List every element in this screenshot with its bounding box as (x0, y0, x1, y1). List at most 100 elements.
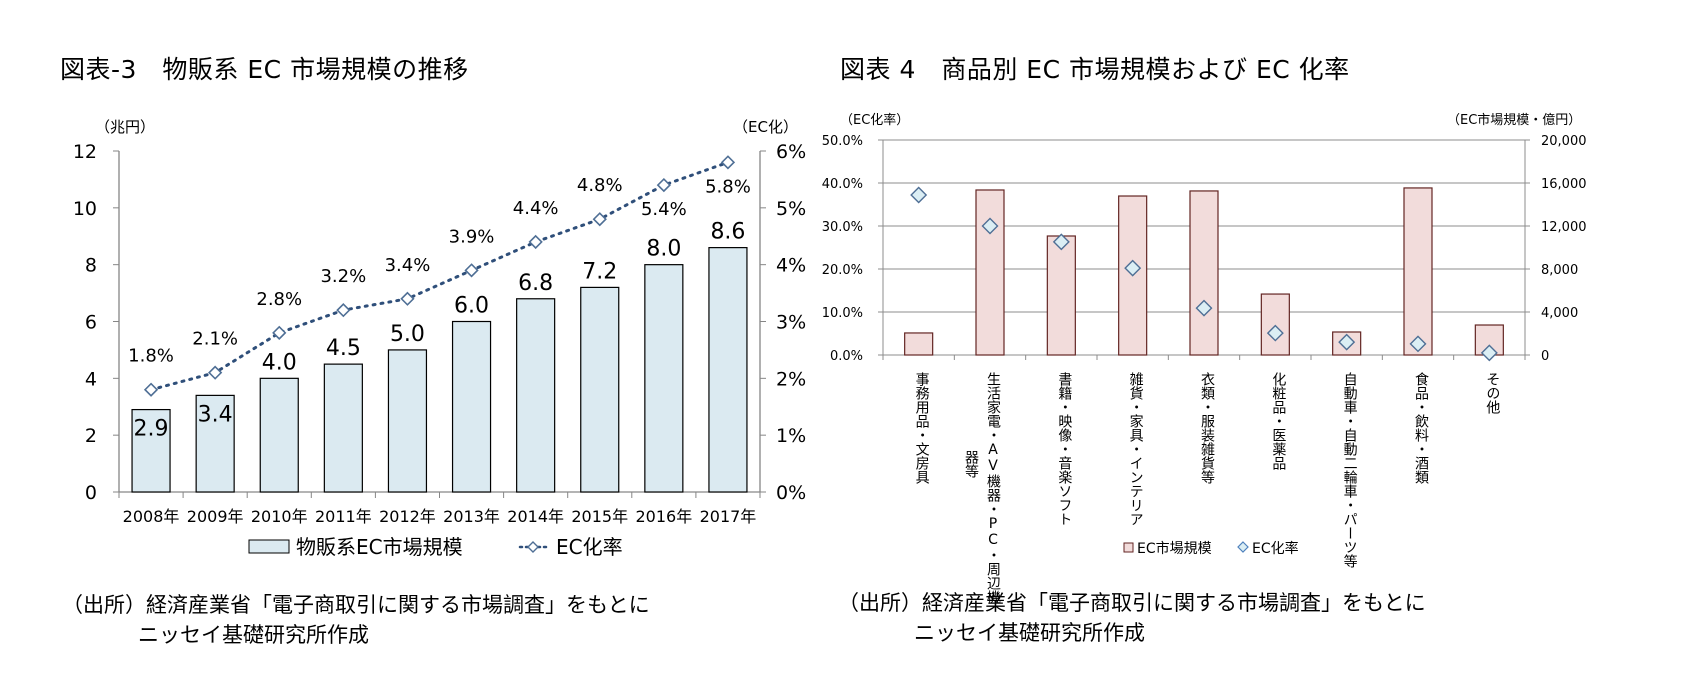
y-tick-label: 20.0% (822, 263, 863, 278)
bar-value-label: 4.5 (326, 336, 361, 361)
bar (131, 408, 171, 493)
legend-bar-swatch (248, 539, 290, 554)
legend-line-label: EC化率 (556, 535, 623, 559)
bar (323, 363, 363, 493)
y-tick-label: 40.0% (822, 177, 863, 192)
x-tick-label: その他 (1484, 372, 1500, 415)
ec-rate-marker (143, 382, 159, 397)
y-tick-label: 12 (73, 141, 97, 163)
y2-tick-label: 8,000 (1541, 263, 1578, 278)
x-tick-label: 雑貨・家具・インテリア (1128, 372, 1144, 526)
bar (644, 264, 684, 493)
x-tick-label: 2010年 (251, 507, 308, 526)
y2-tick-label: 4,000 (1541, 306, 1578, 321)
y-axis-title: （兆円） (95, 118, 155, 136)
ec-rate-marker (528, 234, 543, 250)
bar (1046, 235, 1076, 356)
y2-tick-label: 0% (776, 482, 806, 504)
y-tick-label: 8 (85, 255, 97, 277)
ec-rate-marker (208, 365, 223, 380)
x-tick-label: 化粧品・医薬品 (1270, 372, 1286, 470)
ec-rate-marker (464, 263, 479, 278)
ec-rate-label: 1.8% (128, 346, 174, 367)
y-tick-label: 50.0% (822, 134, 863, 149)
bar (259, 377, 299, 493)
x-tick-label: 2013年 (443, 507, 500, 526)
x-tick-label: 2012年 (379, 507, 436, 526)
bar (904, 332, 934, 356)
ec-rate-marker (1266, 324, 1284, 342)
y2-tick-label: 3% (776, 312, 806, 334)
y-tick-label: 6 (85, 312, 97, 334)
x-tick-label: 2014年 (507, 507, 564, 526)
x-tick-label: 2008年 (123, 507, 180, 526)
y-tick-label: 2 (85, 425, 97, 447)
y-axis-title: （EC化率） (840, 112, 909, 128)
y-tick-label: 30.0% (822, 220, 863, 235)
bar (387, 349, 428, 493)
ec-rate-marker (400, 291, 415, 306)
x-tick-label: 書籍・映像・音楽ソフト (1056, 372, 1072, 526)
bar (1260, 293, 1290, 356)
right-chart-title: 図表 4 商品別 EC 市場規模および EC 化率 (840, 55, 1350, 84)
y-tick-label: 10.0% (822, 306, 863, 321)
y2-tick-label: 12,000 (1541, 220, 1587, 235)
ec-rate-marker (1195, 299, 1213, 317)
x-tick-label: 事務用品・文房具 (914, 372, 930, 484)
y2-tick-label: 20,000 (1541, 134, 1587, 149)
y-tick-label: 0.0% (830, 349, 863, 364)
bar-value-label: 5.0 (390, 322, 425, 347)
bar (195, 394, 235, 493)
bar-value-label: 3.4 (198, 402, 233, 427)
bar (516, 298, 556, 493)
right-source-line2: ニッセイ基礎研究所作成 (914, 621, 1145, 645)
bar-value-label: 2.9 (134, 417, 169, 442)
legend-line-marker (527, 541, 539, 553)
ec-rate-marker (1052, 233, 1070, 251)
ec-rate-marker (336, 303, 351, 318)
ec-rate-marker (1409, 335, 1427, 353)
legend-bar-label: 物販系EC市場規模 (296, 535, 463, 559)
left-chart-title: 図表-3 物販系 EC 市場規模の推移 (60, 55, 469, 84)
x-tick-label: 2015年 (571, 507, 628, 526)
bar (451, 320, 492, 493)
ec-rate-marker (656, 177, 671, 193)
y2-axis-title: （EC化） (733, 118, 798, 136)
ec-rate-marker (1338, 333, 1356, 351)
ec-rate-marker (272, 325, 287, 340)
bar (1403, 187, 1433, 356)
ec-rate-marker (1480, 344, 1498, 362)
ec-rate-label: 3.2% (320, 266, 366, 287)
bar-value-label: 4.0 (262, 350, 297, 375)
x-tick-label: 2016年 (635, 507, 692, 526)
x-tick-label: 器等 (963, 450, 979, 478)
ec-rate-marker (592, 212, 607, 227)
ec-rate-label: 2.8% (256, 289, 302, 310)
ec-rate-label: 4.8% (577, 175, 623, 196)
x-tick-label: 生活家電・AV機器・PC・周辺機 (985, 372, 1001, 605)
left-source-line2: ニッセイ基礎研究所作成 (138, 623, 369, 647)
bar-value-label: 6.8 (518, 271, 553, 296)
ec-rate-label: 5.4% (641, 199, 687, 220)
left-source-line1: （出所）経済産業省「電子商取引に関する市場調査」をもとに (62, 593, 650, 617)
x-tick-label: 食品・飲料・酒類 (1413, 371, 1429, 484)
x-tick-label: 衣類・服装雑貨等 (1199, 372, 1215, 484)
y2-tick-label: 1% (776, 425, 806, 447)
bar-value-label: 8.6 (710, 220, 745, 245)
y-tick-label: 0 (85, 482, 97, 504)
left-source-note: （出所）経済産業省「電子商取引に関する市場調査」をもとに ニッセイ基礎研究所作成 (62, 590, 650, 650)
legend-bar-label: EC市場規模 (1137, 540, 1212, 557)
right-source-line1: （出所）経済産業省「電子商取引に関する市場調査」をもとに (838, 591, 1426, 615)
y-tick-label: 10 (73, 198, 97, 220)
ec-rate-line (149, 160, 730, 392)
ec-rate-label: 2.1% (192, 329, 238, 350)
y2-axis-title: （EC市場規模・億円） (1447, 112, 1581, 128)
x-tick-label: 2011年 (315, 507, 372, 526)
legend-bar-swatch (1123, 542, 1134, 553)
y2-tick-label: 4% (776, 255, 806, 277)
ec-rate-marker (910, 186, 928, 204)
x-tick-label: 2017年 (700, 507, 757, 526)
bar (580, 286, 620, 493)
